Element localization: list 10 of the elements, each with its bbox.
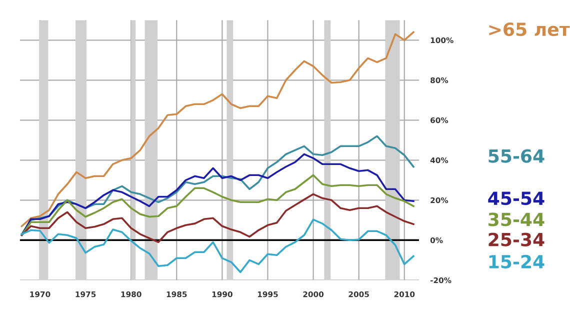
- line-series: [20, 135, 414, 236]
- line-series: [20, 193, 414, 244]
- text: >65 лет: [489, 22, 570, 36]
- line-series: [20, 31, 414, 228]
- text: 35-44: [488, 212, 544, 226]
- text: 45-54: [488, 192, 544, 206]
- text: 25-34: [488, 232, 544, 246]
- text: 15-24: [489, 254, 544, 268]
- text: 55-64: [488, 149, 544, 163]
- line-series: [20, 218, 414, 274]
